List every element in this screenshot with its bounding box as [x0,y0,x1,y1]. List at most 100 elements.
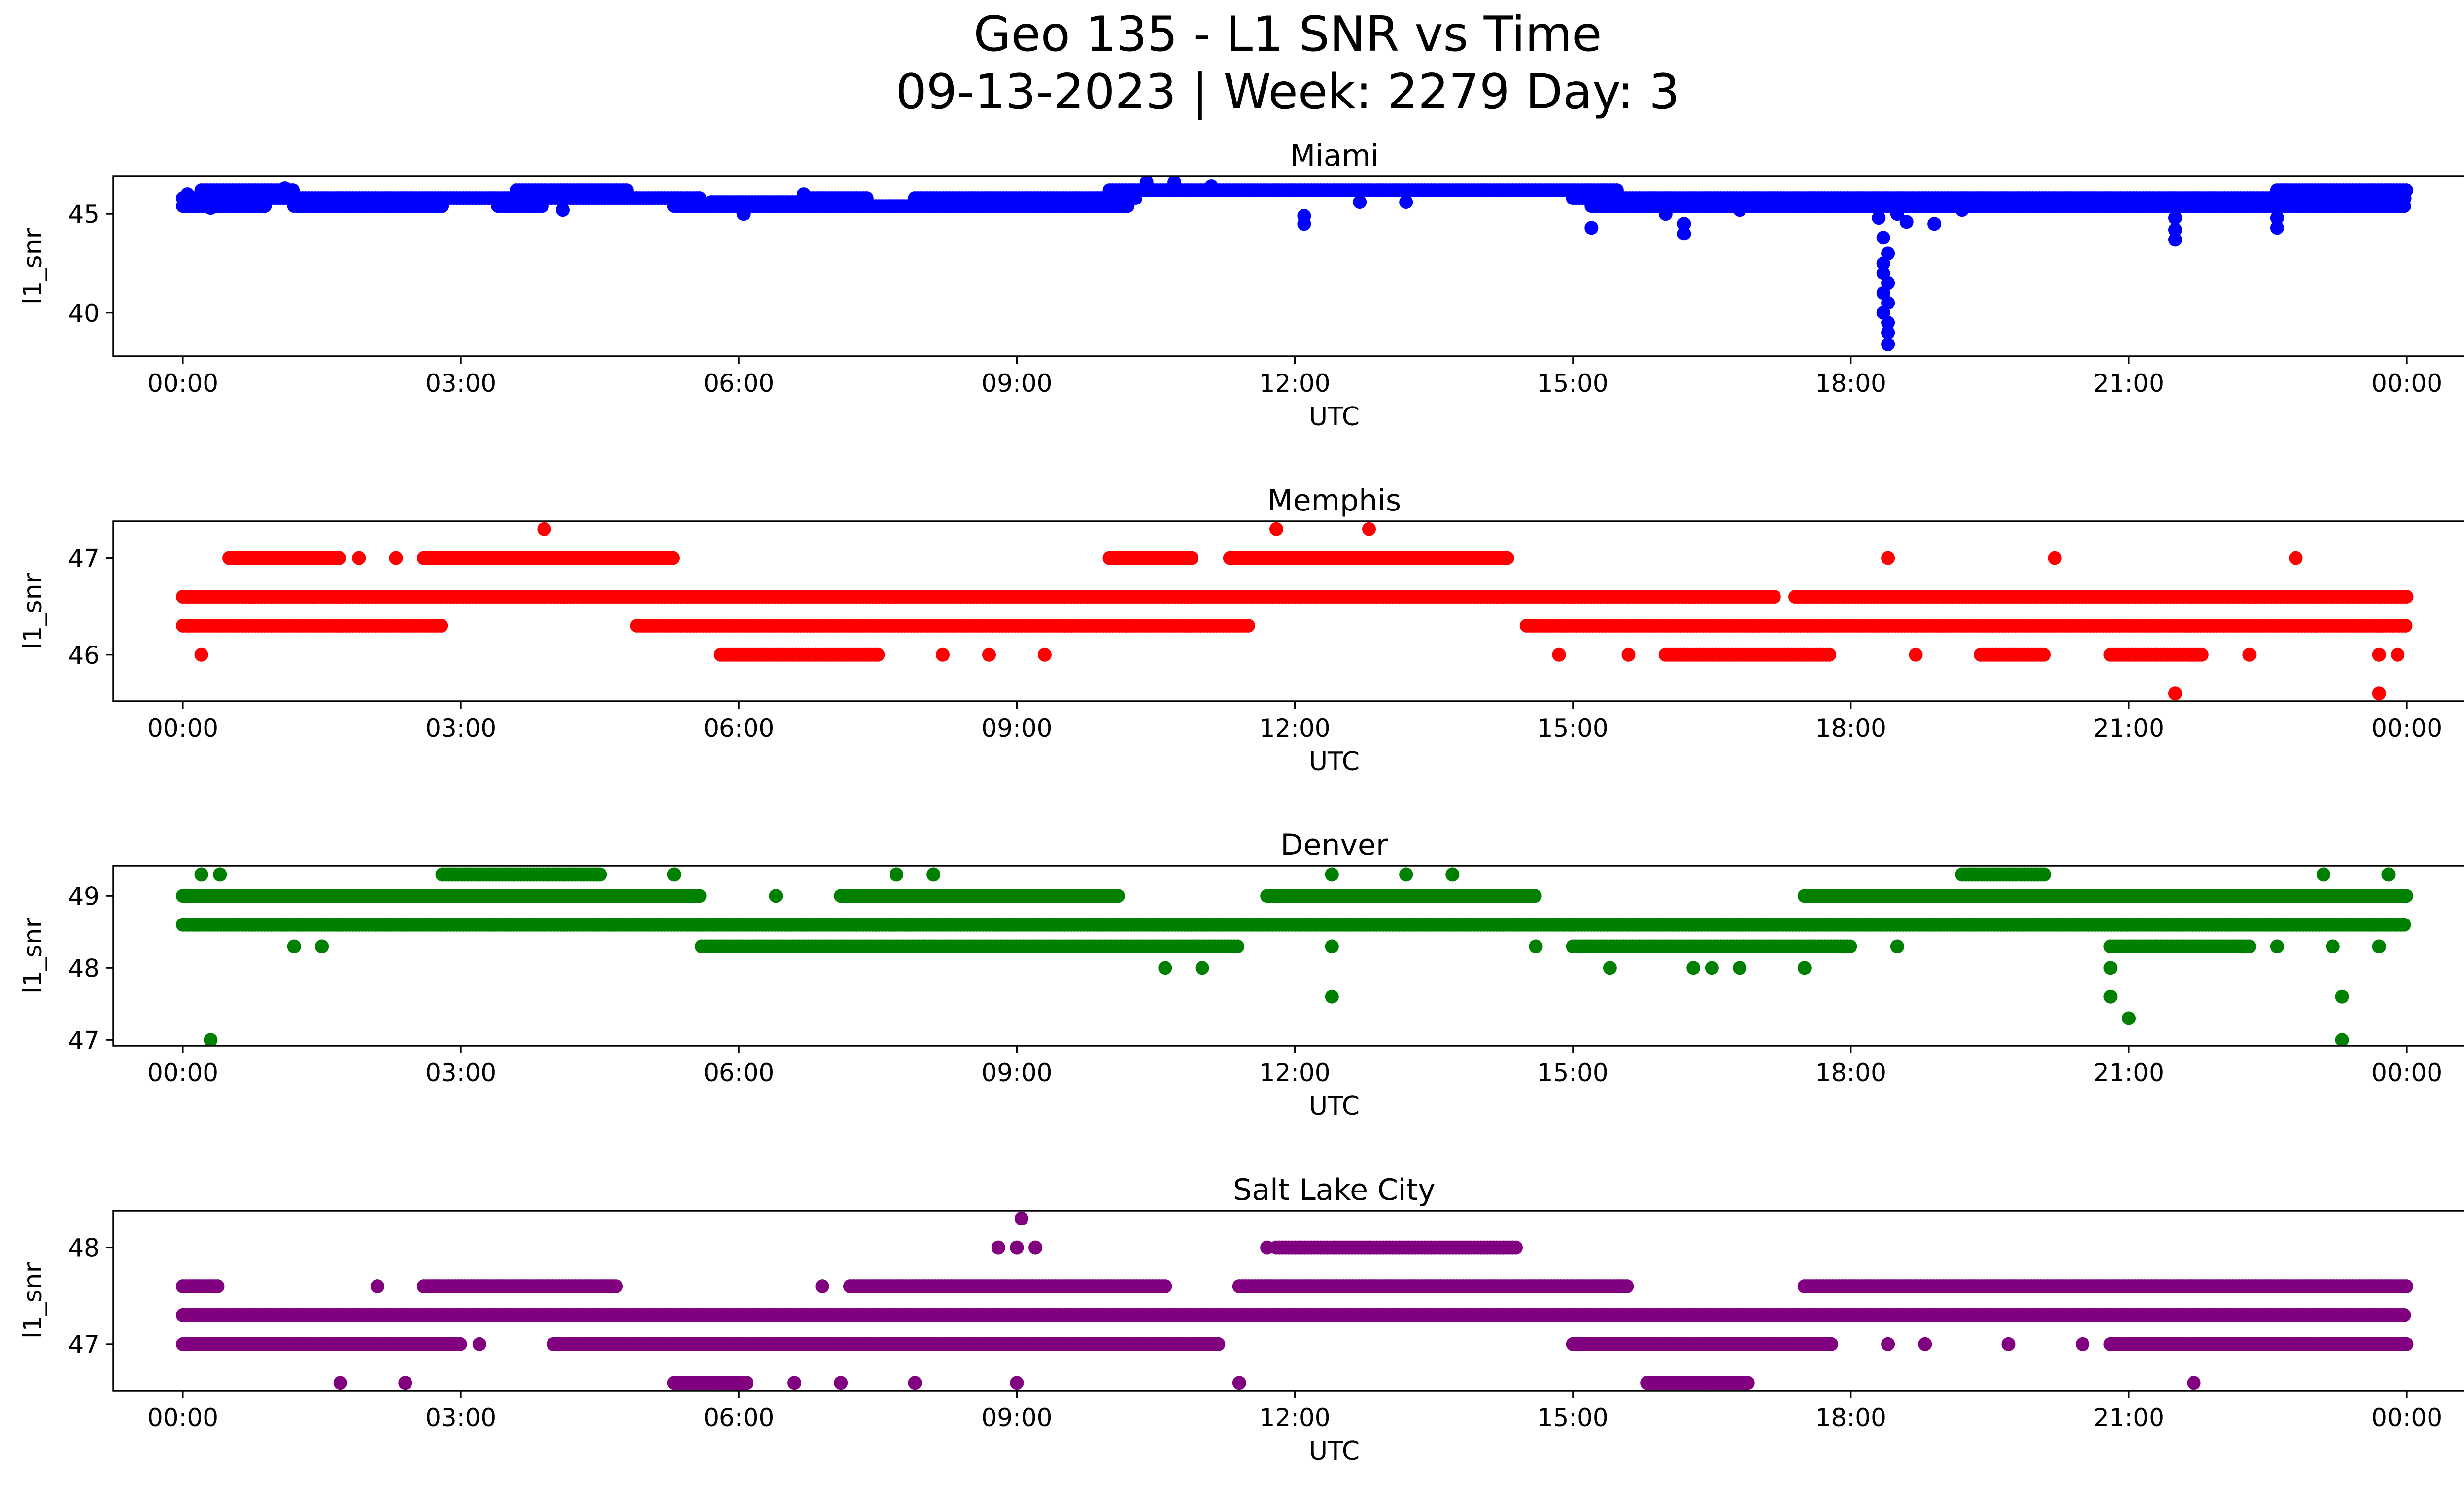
x-tick-label: 15:00 [1538,1058,1608,1087]
data-point [1399,195,1413,209]
data-point [1877,231,1890,244]
data-point [278,181,292,195]
y-tick-label: 47 [68,1026,100,1055]
data-point [666,551,680,565]
x-axis-label: UTC [1309,1091,1360,1121]
data-point [593,868,607,882]
data-point [1890,940,1904,953]
data-point [1926,195,1940,209]
data-point [1677,227,1691,240]
data-point [1927,217,1941,231]
data-point [2326,940,2340,953]
data-point [389,551,403,565]
x-tick-label: 12:00 [1260,1058,1331,1087]
y-tick-label: 49 [68,882,100,911]
data-point [2103,961,2117,975]
x-tick-label: 15:00 [1538,714,1608,743]
y-axis-label: l1_snr [18,573,48,649]
x-axis-label: UTC [1309,402,1360,432]
y-tick-label: 40 [68,299,100,328]
x-tick-label: 09:00 [981,369,1052,398]
x-tick-label: 18:00 [1815,369,1886,398]
data-point [204,201,217,215]
data-point [1501,551,1514,565]
data-point [769,889,783,903]
data-point [352,551,366,565]
subplot-title: Miami [1290,138,1378,173]
data-point [871,648,885,662]
data-point [1241,619,1255,633]
x-tick-label: 00:00 [147,1058,218,1087]
data-point [1038,648,1052,662]
data-point [1552,648,1566,662]
data-point [2037,648,2051,662]
data-point [287,940,301,953]
data-point [982,648,996,662]
data-point [2399,590,2413,604]
data-point [1529,940,1543,953]
x-tick-label: 09:00 [981,714,1052,743]
x-tick-label: 21:00 [2093,1058,2164,1087]
data-point [2372,648,2386,662]
data-point [1767,590,1781,604]
data-point [204,1033,217,1047]
data-point [1872,211,1885,225]
x-tick-label: 12:00 [1260,369,1331,398]
data-point [2270,940,2284,953]
data-point [1733,203,1746,217]
data-point [667,868,681,882]
data-point [936,648,950,662]
data-point [1111,889,1125,903]
data-point [2168,233,2182,246]
data-point [2289,551,2303,565]
y-tick-label: 47 [68,544,100,573]
data-point [1881,551,1895,565]
data-point [1269,522,1283,536]
data-point [2397,199,2411,213]
data-point [435,199,449,213]
data-point [2391,648,2404,662]
data-point [1733,961,1746,975]
data-point [1610,183,1624,197]
data-point [1603,961,1617,975]
data-point [1900,215,1914,229]
data-point [737,207,751,221]
data-point [797,187,811,201]
data-point [1167,175,1181,189]
data-point [195,648,208,662]
data-point [258,199,272,213]
subplot-title: Salt Lake City [1233,1173,1436,1207]
data-point [556,203,570,217]
data-point [1399,868,1413,882]
data-point [315,940,329,953]
data-point [1325,868,1339,882]
data-point [1705,961,1719,975]
y-tick-label: 48 [68,954,100,983]
data-point [180,187,194,201]
data-point [434,619,448,633]
figure-title: Geo 135 - L1 SNR vs Time [974,6,1602,63]
data-point [537,522,551,536]
data-point [1325,990,1339,1004]
x-tick-label: 18:00 [1815,1058,1886,1087]
y-axis-label: l1_snr [18,917,48,994]
x-tick-label: 12:00 [1260,714,1331,743]
data-point [1659,207,1673,221]
data-point [2335,990,2349,1004]
data-point [926,868,940,882]
data-point [2335,1033,2349,1047]
data-point [2270,211,2284,225]
data-point [1528,889,1542,903]
data-point [1881,326,1895,340]
x-tick-label: 03:00 [425,369,496,398]
x-tick-label: 21:00 [2093,714,2164,743]
x-tick-label: 09:00 [981,1058,1052,1087]
data-point [333,551,346,565]
data-point [1121,199,1134,213]
data-point [1196,961,1209,975]
x-tick-label: 03:00 [425,714,496,743]
data-point [2399,619,2413,633]
